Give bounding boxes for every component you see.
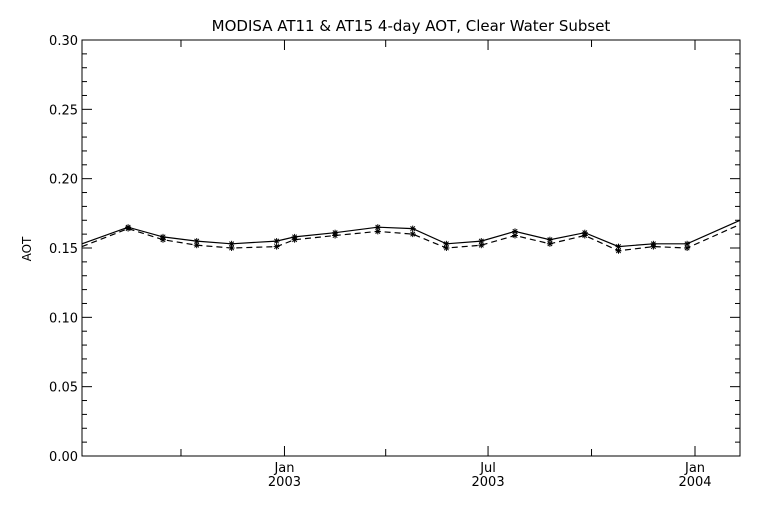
data-point-marker [478, 242, 485, 249]
data-point-marker [273, 238, 280, 245]
data-point-marker [228, 245, 235, 251]
data-point-marker [409, 225, 416, 232]
data-point-marker [443, 245, 450, 251]
y-tick-label: 0.30 [49, 34, 78, 49]
axes-layer: 0.000.050.100.150.200.250.30Jan2003Jul20… [49, 34, 740, 490]
plot-frame [81, 39, 741, 457]
y-tick-label: 0.15 [49, 242, 78, 257]
x-tick-label-month: Jan [273, 461, 294, 476]
y-axis-label: AOT [20, 236, 34, 261]
y-tick-label: 0.25 [49, 103, 78, 118]
y-tick-label: 0.20 [49, 173, 78, 188]
data-point-marker [684, 245, 691, 251]
y-tick-label: 0.10 [49, 311, 78, 326]
data-point-marker [291, 236, 298, 243]
data-point-marker [273, 243, 280, 250]
data-point-marker [125, 225, 132, 232]
data-point-marker [615, 247, 622, 254]
data-point-marker [160, 236, 166, 243]
y-tick-label: 0.05 [49, 381, 78, 396]
x-tick-label-year: 2003 [268, 475, 301, 490]
data-point-marker [512, 232, 518, 239]
x-tick-label-year: 2003 [472, 475, 505, 490]
data-point-marker [581, 232, 588, 239]
x-tick-label-month: Jul [479, 461, 496, 476]
chart-title: MODISA AT11 & AT15 4-day AOT, Clear Wate… [212, 17, 611, 35]
data-point-marker [193, 242, 200, 249]
data-point-marker [332, 232, 339, 239]
data-point-marker [374, 228, 381, 235]
data-point-marker [546, 240, 553, 247]
data-point-marker [409, 231, 416, 238]
x-tick-label-month: Jan [684, 461, 705, 476]
data-point-marker [650, 243, 657, 250]
series-layer [81, 219, 741, 254]
data-point-marker [374, 224, 381, 231]
data-point-marker [512, 228, 518, 235]
x-tick-label-year: 2004 [678, 475, 711, 490]
y-tick-label: 0.00 [49, 450, 78, 465]
